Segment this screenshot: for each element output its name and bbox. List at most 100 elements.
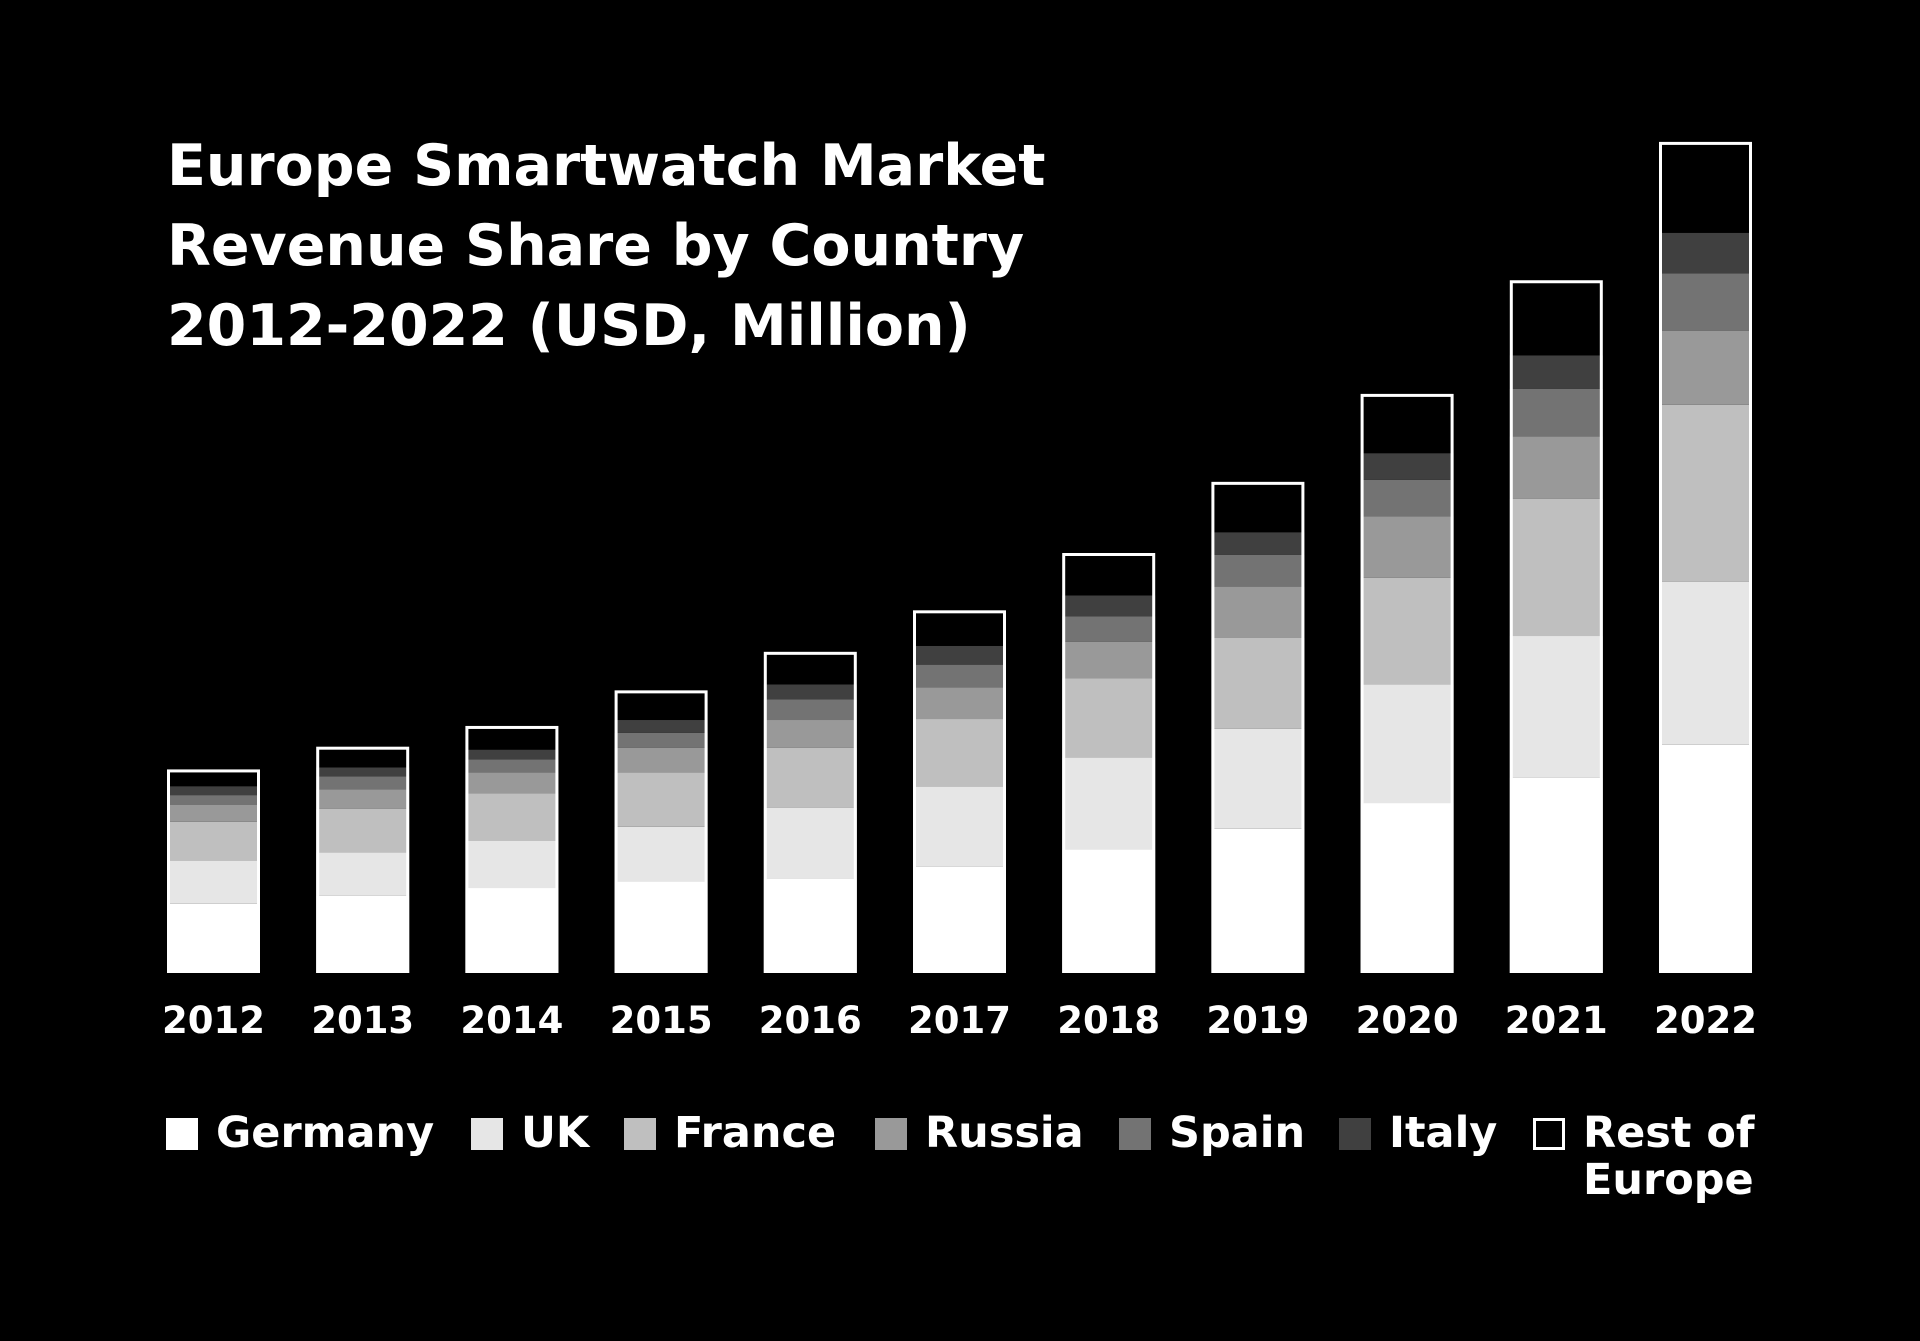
- bar-segment-france-2013: [316, 808, 410, 853]
- chart-title-line-1: Europe Smartwatch Market: [167, 133, 1046, 199]
- bar-segment-uk-2022: [1659, 581, 1752, 745]
- bar-segment-france-2020: [1360, 577, 1454, 685]
- x-tick-label-2017: 2017: [908, 999, 1011, 1042]
- bar-segment-france-2022: [1659, 404, 1752, 582]
- bar-outline-2019: [1211, 481, 1305, 973]
- bar-segment-spain-2016: [763, 699, 857, 721]
- bar-outline-2013: [316, 746, 410, 973]
- bar-segment-italy-2021: [1509, 355, 1603, 389]
- bar-segment-italy-2018: [1062, 595, 1156, 617]
- x-tick-labels: 2012 2013 2014 2015 2016 2017 2018 2019 2020 2021…: [162, 999, 1757, 1042]
- bar-segment-spain-2017: [913, 664, 1006, 688]
- bar-segment-uk-2016: [763, 807, 857, 879]
- chart-title-line-2: Revenue Share by Country: [167, 213, 1025, 279]
- bar-segment-germany-2016: [763, 878, 857, 973]
- bar-segment-germany-2018: [1062, 849, 1156, 973]
- bar-segment-russia-2021: [1509, 436, 1603, 499]
- bar-segment-uk-2019: [1211, 728, 1305, 829]
- bar-segment-spain-2015: [614, 732, 708, 748]
- bar-outline-2021: [1509, 280, 1603, 973]
- bar-segment-rest-of-europe-2022: [1659, 141, 1752, 233]
- bar-segment-spain-2014: [465, 759, 559, 773]
- bar-segment-uk-2020: [1360, 684, 1454, 804]
- bar-segment-germany-2012: [167, 903, 260, 973]
- bar-segment-uk-2013: [316, 852, 410, 896]
- bar-segment-rest-of-europe-2020: [1360, 393, 1454, 454]
- bar-segment-uk-2018: [1062, 757, 1156, 850]
- bar-segment-russia-2012: [167, 805, 260, 822]
- bar-segment-italy-2020: [1360, 453, 1454, 480]
- bar-outline-2020: [1360, 393, 1454, 973]
- legend-item-uk: UK: [471, 1110, 589, 1157]
- legend-item-russia: Russia: [875, 1110, 1084, 1157]
- legend-label-rest-of-europe: Rest of Europe: [1583, 1108, 1755, 1205]
- bar-segment-italy-2022: [1659, 232, 1752, 274]
- bar-segment-rest-of-europe-2016: [763, 651, 857, 685]
- legend-label-spain: Spain: [1169, 1108, 1306, 1158]
- bar-segment-rest-of-europe-2012: [167, 769, 260, 787]
- legend-item-germany: Germany: [166, 1110, 434, 1157]
- x-tick-label-2016: 2016: [759, 999, 862, 1042]
- legend-item-france: France: [624, 1110, 836, 1157]
- legend-label-uk: UK: [521, 1108, 590, 1158]
- legend-item-rest-of-europe: Rest of Europe: [1533, 1110, 1758, 1204]
- bar-segment-italy-2019: [1211, 532, 1305, 555]
- bar-segment-germany-2020: [1360, 803, 1454, 973]
- chart-title-line-3: 2012-2022 (USD, Million): [167, 293, 971, 359]
- x-tick-label-2022: 2022: [1654, 999, 1757, 1042]
- bar-segment-rest-of-europe-2014: [465, 725, 559, 750]
- bar-segment-rest-of-europe-2019: [1211, 481, 1305, 533]
- bar-segment-rest-of-europe-2021: [1509, 280, 1603, 356]
- bar-segment-spain-2020: [1360, 479, 1454, 517]
- bar-segment-spain-2019: [1211, 554, 1305, 587]
- bar-segment-italy-2012: [167, 786, 260, 796]
- bar-outline-2012: [167, 769, 260, 973]
- bar-segment-italy-2014: [465, 749, 559, 760]
- bar-segment-italy-2013: [316, 767, 410, 777]
- bar-outline-2016: [763, 651, 857, 974]
- legend-swatch-spain: [1119, 1118, 1151, 1150]
- chart-title: Europe Smartwatch Market Revenue Share b…: [167, 126, 1167, 366]
- bar-segment-russia-2014: [465, 772, 559, 794]
- bar-segment-russia-2013: [316, 789, 410, 809]
- bar-segment-russia-2017: [913, 687, 1006, 720]
- legend-swatch-germany: [166, 1118, 198, 1150]
- bar-segment-france-2014: [465, 793, 559, 841]
- bar-segment-italy-2017: [913, 645, 1006, 665]
- bar-segment-rest-of-europe-2013: [316, 746, 410, 768]
- bar-segment-rest-of-europe-2018: [1062, 553, 1156, 596]
- bar-segment-germany-2014: [465, 888, 559, 973]
- legend-swatch-uk: [471, 1118, 503, 1150]
- legend-swatch-italy: [1339, 1118, 1371, 1150]
- legend-label-germany: Germany: [216, 1108, 435, 1158]
- bar-segment-uk-2012: [167, 860, 260, 904]
- bar-segment-uk-2017: [913, 786, 1006, 867]
- x-tick-label-2015: 2015: [610, 999, 713, 1042]
- bar-segment-russia-2019: [1211, 586, 1305, 638]
- bar-segment-france-2015: [614, 772, 708, 827]
- legend-item-italy: Italy: [1339, 1110, 1497, 1157]
- bar-segment-russia-2016: [763, 720, 857, 748]
- x-tick-label-2012: 2012: [162, 999, 265, 1042]
- bar-segment-france-2012: [167, 821, 260, 861]
- legend-label-russia: Russia: [925, 1108, 1084, 1158]
- bar-segment-germany-2019: [1211, 828, 1305, 973]
- legend-label-italy: Italy: [1389, 1108, 1498, 1158]
- bar-segment-spain-2013: [316, 776, 410, 790]
- bar-segment-uk-2021: [1509, 636, 1603, 778]
- bar-segment-germany-2015: [614, 881, 708, 973]
- bar-outline-2018: [1062, 553, 1156, 973]
- chart-legend: Germany UK France Russia Spain Italy Rest of E…: [166, 1110, 1766, 1220]
- bar-segment-spain-2018: [1062, 616, 1156, 642]
- bar-segment-germany-2017: [913, 866, 1006, 973]
- x-tick-label-2018: 2018: [1057, 999, 1160, 1042]
- bar-segment-france-2019: [1211, 637, 1305, 729]
- x-tick-label-2019: 2019: [1206, 999, 1309, 1042]
- bar-segment-russia-2020: [1360, 516, 1454, 578]
- bar-segment-russia-2022: [1659, 330, 1752, 405]
- legend-swatch-rest-of-europe: [1533, 1118, 1565, 1150]
- x-tick-label-2020: 2020: [1356, 999, 1459, 1042]
- bar-segment-uk-2014: [465, 840, 559, 889]
- legend-swatch-russia: [875, 1118, 907, 1150]
